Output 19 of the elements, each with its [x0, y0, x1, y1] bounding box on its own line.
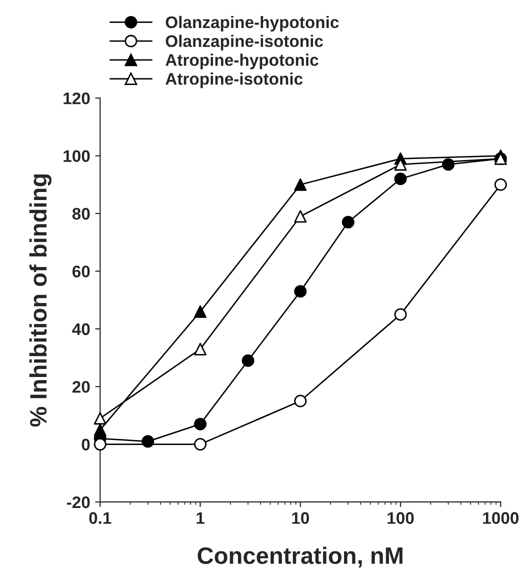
x-tick-label: 1	[196, 512, 204, 524]
y-tick-label: 120	[64, 92, 90, 104]
legend-label: Olanzapine-isotonic	[166, 34, 323, 50]
y-tick-label: 0	[82, 438, 90, 450]
y-tick-label: -20	[66, 496, 90, 508]
legend-label: Olanzapine-hypotonic	[166, 16, 339, 32]
x-tick-label: 0.1	[89, 512, 112, 524]
x-tick-label: 100	[388, 512, 414, 524]
x-tick-label: 10	[292, 512, 309, 524]
legend-label: Atropine-hypotonic	[166, 54, 318, 70]
y-tick-label: 100	[64, 150, 90, 162]
y-tick-label: 40	[72, 323, 90, 336]
x-tick-label: 1000	[483, 512, 519, 524]
legend-label: Atropine-isotonic	[166, 72, 303, 88]
y-tick-label: 60	[72, 266, 90, 278]
y-axis-title: % Inhibition of binding	[29, 174, 52, 427]
y-tick-label: 20	[72, 380, 90, 393]
x-axis-title: Concentration, nM	[198, 546, 402, 568]
y-tick-label: 80	[72, 208, 90, 220]
